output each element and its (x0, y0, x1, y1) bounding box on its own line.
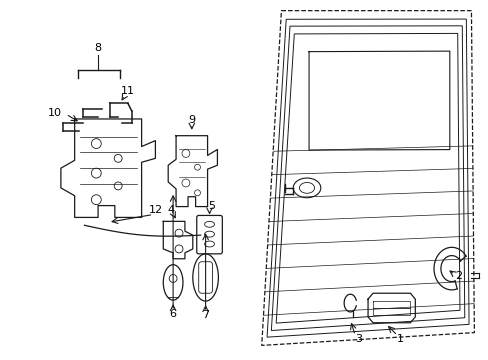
Text: 3: 3 (354, 334, 361, 345)
Text: 6: 6 (169, 309, 176, 319)
Text: 5: 5 (207, 201, 215, 211)
Text: 8: 8 (95, 43, 102, 53)
Text: 1: 1 (396, 334, 403, 345)
Text: 2: 2 (454, 271, 461, 282)
Text: 7: 7 (202, 310, 209, 320)
Text: 11: 11 (121, 86, 135, 96)
Text: 10: 10 (48, 108, 62, 118)
Text: 12: 12 (149, 204, 163, 215)
Text: 4: 4 (167, 204, 174, 215)
Text: 9: 9 (188, 115, 195, 125)
